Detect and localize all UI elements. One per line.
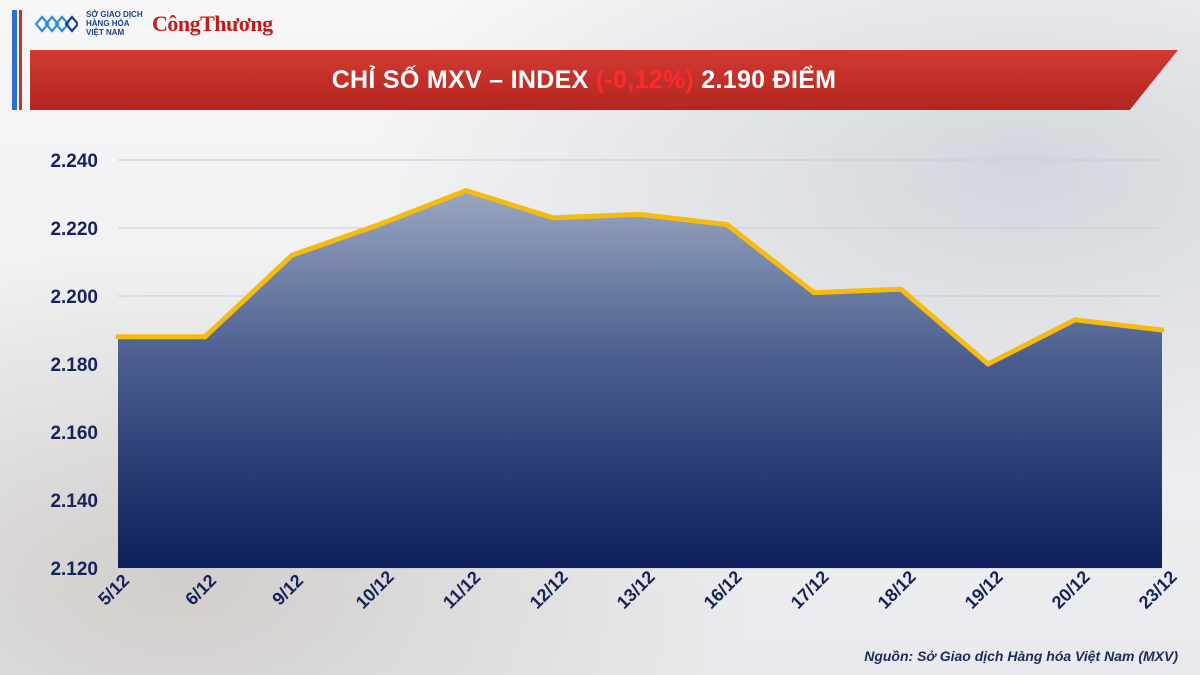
x-tick-label-4: 11/12 (439, 567, 484, 612)
data-point-10 (985, 361, 991, 367)
data-point-12 (1159, 327, 1165, 333)
x-tick-label-8: 17/12 (787, 567, 833, 613)
data-point-0 (115, 334, 121, 340)
x-tick-label-9: 18/12 (874, 567, 920, 613)
accent-bar-red (19, 10, 22, 110)
x-tick-label-10: 19/12 (961, 567, 1007, 613)
data-point-4 (463, 188, 469, 194)
publisher-logo: CôngThương (152, 10, 273, 36)
data-point-8 (811, 290, 817, 296)
data-point-2 (289, 252, 295, 258)
title-suffix: 2.190 ĐIỂM (694, 65, 837, 94)
y-axis-ticks: 2.120 2.140 2.160 2.180 2.200 2.220 2.240 (50, 151, 98, 580)
x-tick-label-2: 9/12 (268, 570, 307, 609)
accent-bar-blue (12, 10, 17, 110)
x-tick-label-1: 6/12 (181, 570, 220, 609)
x-tick-label-12: 23/12 (1135, 567, 1181, 613)
x-tick-label-5: 12/12 (526, 567, 572, 613)
title-banner: CHỈ SỐ MXV – INDEX (-0,12%) 2.190 ĐIỂM (30, 50, 1178, 110)
y-tick-label-5: 2.220 (50, 219, 98, 240)
x-tick-label-11: 20/12 (1048, 567, 1094, 613)
area-fill (118, 190, 1162, 568)
x-axis-ticks: 5/12 6/12 9/12 10/12 11/12 12/12 13/12 16/12 17/… (94, 567, 1180, 613)
source-note: Nguồn: Sở Giao dịch Hàng hóa Việt Nam (M… (864, 648, 1178, 664)
data-point-11 (1072, 317, 1078, 323)
header-logos: SỞ GIAO DỊCH HÀNG HÓA VIỆT NAM CôngThươn… (32, 10, 273, 37)
data-point-1 (202, 334, 208, 340)
org-name: SỞ GIAO DỊCH HÀNG HÓA VIỆT NAM (86, 10, 143, 37)
x-tick-label-3: 10/12 (352, 567, 398, 613)
mxv-logo-icon (32, 11, 78, 37)
x-tick-label-0: 5/12 (94, 570, 133, 609)
data-point-7 (724, 222, 730, 228)
title-change: (-0,12%) (595, 65, 695, 94)
data-point-9 (898, 286, 904, 292)
y-tick-label-0: 2.120 (50, 559, 98, 580)
data-point-6 (637, 211, 643, 217)
y-tick-label-4: 2.200 (50, 287, 98, 308)
data-point-5 (550, 215, 556, 221)
area-series (115, 188, 1165, 568)
x-tick-label-6: 13/12 (613, 567, 659, 613)
y-tick-label-3: 2.180 (50, 355, 98, 376)
title-prefix: CHỈ SỐ MXV – INDEX (331, 65, 596, 94)
y-tick-label-6: 2.240 (50, 151, 98, 172)
y-tick-label-2: 2.160 (50, 423, 98, 444)
data-point-3 (376, 222, 382, 228)
y-tick-label-1: 2.140 (50, 491, 98, 512)
chart-title: CHỈ SỐ MXV – INDEX (-0,12%) 2.190 ĐIỂM (332, 66, 837, 95)
x-tick-label-7: 16/12 (700, 567, 746, 613)
